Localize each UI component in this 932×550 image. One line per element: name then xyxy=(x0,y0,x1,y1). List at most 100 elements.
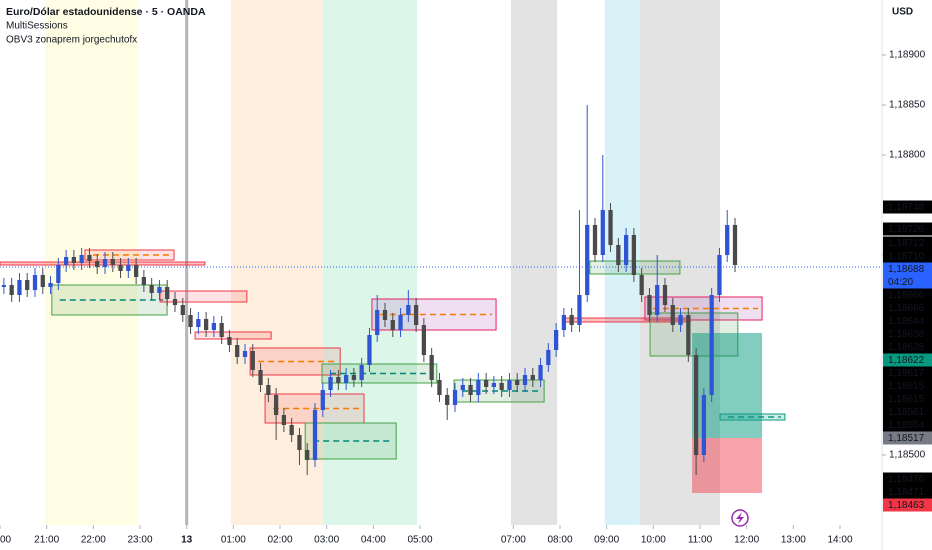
candle-body xyxy=(211,323,217,330)
price-label-box xyxy=(883,327,932,341)
candle-body xyxy=(406,305,411,315)
candle-body xyxy=(476,380,481,395)
alert-bolt[interactable] xyxy=(736,512,744,524)
price-label: 1,18617 xyxy=(888,368,925,379)
candle-body xyxy=(71,257,77,263)
candle-body xyxy=(289,425,294,435)
price-countdown: 04:20 xyxy=(888,277,913,288)
price-label: 1,18748 xyxy=(888,202,925,213)
candle-body xyxy=(445,395,450,405)
candle-body xyxy=(538,365,543,380)
candle-body xyxy=(227,337,232,345)
zone xyxy=(84,249,175,261)
session-band xyxy=(322,0,418,525)
candle-body xyxy=(258,370,263,385)
candle-body xyxy=(9,285,14,295)
candle-body xyxy=(553,330,559,350)
candle-body xyxy=(460,385,465,390)
price-label: 1,18726 xyxy=(888,224,925,235)
x-tick-label: 08:00 xyxy=(547,535,572,546)
indicator: OBV3 zonaprem jorgechutofx xyxy=(6,35,137,46)
candle-body xyxy=(693,355,699,455)
x-tick-label: 22:00 xyxy=(81,535,106,546)
candle-body xyxy=(546,350,551,365)
chart-title: Euro/Dólar estadounidense · 5 · OANDA xyxy=(6,6,206,18)
candle-body xyxy=(351,375,357,380)
x-tick-label: 09:00 xyxy=(594,535,619,546)
candle-body xyxy=(250,351,255,370)
zone xyxy=(249,347,341,376)
candle-body xyxy=(40,275,45,287)
candle-body xyxy=(118,265,123,271)
price-label: 1,18554 xyxy=(888,420,925,431)
candle-body xyxy=(725,225,730,255)
y-tick-label: 1,18500 xyxy=(889,450,926,461)
candle-body xyxy=(631,235,637,275)
candle-body xyxy=(102,259,108,267)
candle-body xyxy=(126,265,131,271)
candle-body xyxy=(655,285,660,315)
x-tick-label: 01:00 xyxy=(221,535,246,546)
candle-body xyxy=(623,235,629,265)
x-tick-label: 10:00 xyxy=(641,535,666,546)
price-label-box xyxy=(883,236,932,250)
price-label: 1,18666 xyxy=(888,290,925,301)
candle-body xyxy=(235,345,240,357)
price-label-box xyxy=(883,314,932,328)
candle-body xyxy=(196,319,201,327)
price-label-box xyxy=(883,353,932,367)
candle-body xyxy=(709,295,714,395)
y-tick-label: 1,18900 xyxy=(889,50,926,61)
candle-body xyxy=(616,245,621,265)
price-label-box xyxy=(883,200,932,214)
candle-body xyxy=(390,320,395,330)
candle-body xyxy=(17,280,22,295)
price-label: 1,18688 xyxy=(888,264,925,275)
candle-body xyxy=(203,319,209,330)
price-label-box xyxy=(883,405,932,419)
candle-body xyxy=(157,287,162,293)
session-band xyxy=(511,0,558,525)
candle-body xyxy=(499,383,504,390)
price-label: 1,18712 xyxy=(888,238,925,249)
zone xyxy=(321,363,438,384)
price-label-box xyxy=(883,392,932,406)
price-label: 1,18628 xyxy=(888,342,925,353)
price-label-box xyxy=(883,472,932,486)
candle-body xyxy=(165,287,170,299)
candle-body xyxy=(172,299,178,305)
price-label-box xyxy=(883,301,932,315)
price-label-box xyxy=(883,222,932,236)
candle-body xyxy=(530,375,535,380)
price-label-box xyxy=(883,498,932,512)
candle-body xyxy=(180,305,185,315)
candle-body xyxy=(592,225,598,255)
alert-circle[interactable] xyxy=(731,509,749,527)
indicator: MultiSessions xyxy=(6,21,68,32)
candle-body xyxy=(63,257,69,265)
candle-body xyxy=(219,323,224,337)
price-label: 1,18463 xyxy=(888,500,925,511)
price-label: 1,18644 xyxy=(888,316,925,327)
candle-body xyxy=(141,277,147,285)
candle-body xyxy=(647,295,652,315)
candle-body xyxy=(320,390,325,410)
price-label: 1,18638 xyxy=(888,329,925,340)
candle-body xyxy=(507,380,512,390)
x-tick-label: 11:00 xyxy=(688,535,713,546)
candle-body xyxy=(561,315,567,330)
candle-body xyxy=(515,380,520,385)
candle-body xyxy=(600,210,605,255)
candle-body xyxy=(95,261,100,267)
price-label: 1,18710 xyxy=(888,251,925,262)
alert-icon[interactable] xyxy=(731,509,749,527)
candle-body xyxy=(242,351,248,357)
candle-body xyxy=(382,310,388,320)
candle-body xyxy=(701,395,707,455)
x-tick-label: 12:00 xyxy=(734,535,759,546)
price-label: 1,18622 xyxy=(888,355,925,366)
candle-body xyxy=(1,285,7,287)
x-tick-label: 05:00 xyxy=(407,535,432,546)
x-tick-label: 03:00 xyxy=(314,535,339,546)
